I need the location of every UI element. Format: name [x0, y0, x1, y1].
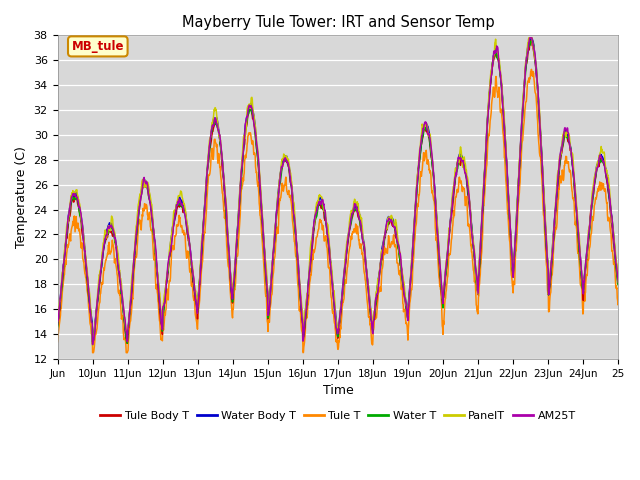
Legend: Tule Body T, Water Body T, Tule T, Water T, PanelT, AM25T: Tule Body T, Water Body T, Tule T, Water… [96, 407, 580, 425]
X-axis label: Time: Time [323, 384, 353, 397]
Text: MB_tule: MB_tule [72, 40, 124, 53]
Title: Mayberry Tule Tower: IRT and Sensor Temp: Mayberry Tule Tower: IRT and Sensor Temp [182, 15, 494, 30]
Y-axis label: Temperature (C): Temperature (C) [15, 146, 28, 248]
